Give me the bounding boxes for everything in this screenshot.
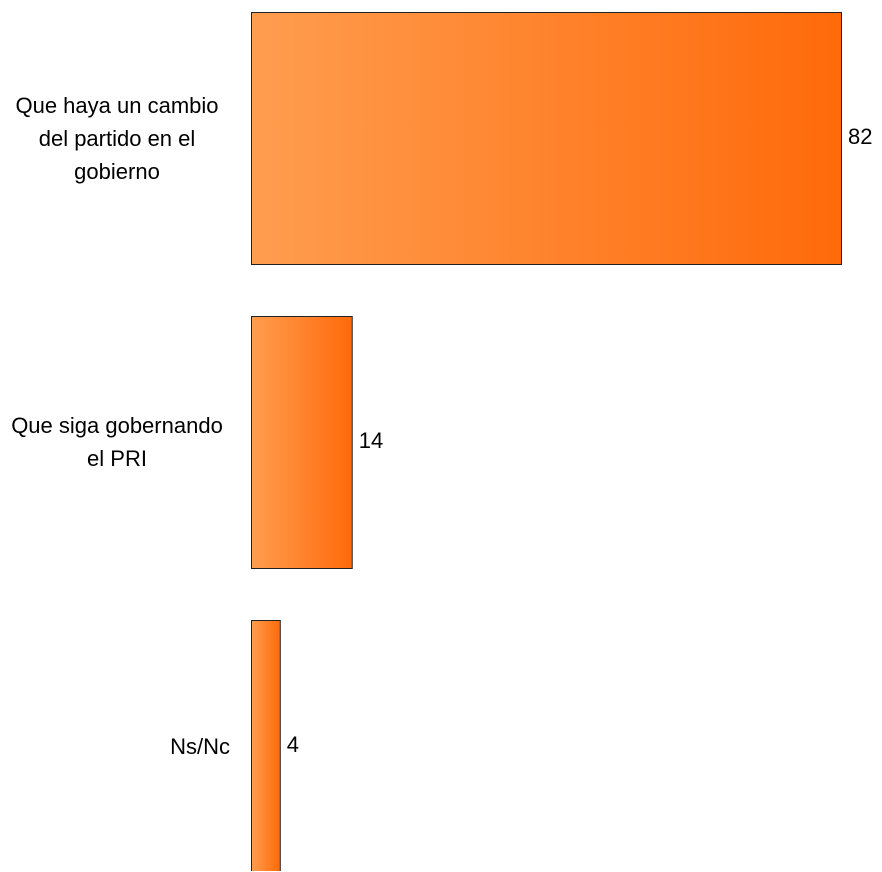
- category-label: Que siga gobernando el PRI: [11, 413, 223, 471]
- value-label: 82: [848, 124, 872, 149]
- category-label-box: Que haya un cambio del partido en el gob…: [4, 12, 230, 264]
- category-label: Que haya un cambio del partido en el gob…: [15, 92, 219, 184]
- category-label-box: Ns/Nc: [170, 620, 230, 872]
- bar: [251, 620, 281, 871]
- value-label: 14: [359, 428, 383, 453]
- category-label-box: Que siga gobernando el PRI: [4, 316, 230, 568]
- bar: [251, 12, 842, 265]
- value-label: 4: [287, 732, 299, 757]
- bar: [251, 316, 353, 569]
- category-label: Ns/Nc: [170, 733, 230, 759]
